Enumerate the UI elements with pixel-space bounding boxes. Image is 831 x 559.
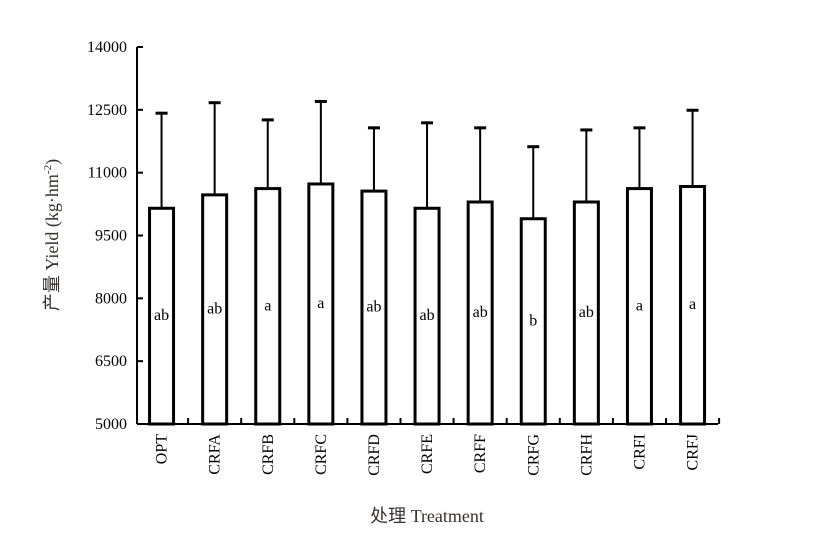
y-axis-title-superscript: -2 bbox=[42, 165, 54, 174]
significance-letter: ab bbox=[366, 299, 381, 316]
y-tick-label: 9500 bbox=[95, 228, 127, 245]
y-axis-title-close: ) bbox=[42, 159, 63, 165]
y-tick-label: 5000 bbox=[95, 416, 127, 433]
bar-crff bbox=[466, 200, 494, 426]
significance-letter: a bbox=[636, 297, 643, 314]
bar-crfc bbox=[307, 182, 335, 426]
y-axis-title-main: 产量 Yield (kg·hm bbox=[42, 174, 63, 311]
x-tick-label: CRFC bbox=[313, 434, 330, 475]
x-tick-label: CRFI bbox=[631, 434, 648, 470]
x-tick-label: CRFB bbox=[260, 434, 277, 475]
x-tick-label: CRFD bbox=[366, 434, 383, 476]
significance-letter: ab bbox=[473, 304, 488, 321]
significance-letter: a bbox=[264, 297, 271, 314]
bar-crfj bbox=[679, 184, 707, 426]
x-tick-label: CRFG bbox=[525, 434, 542, 476]
significance-letter: ab bbox=[579, 304, 594, 321]
y-tick-label: 12500 bbox=[87, 102, 127, 119]
bar-crfh bbox=[572, 200, 600, 426]
y-tick-label: 11000 bbox=[88, 165, 127, 182]
bar-crfd bbox=[360, 189, 388, 426]
significance-letter: b bbox=[529, 312, 537, 329]
y-tick-label: 8000 bbox=[95, 290, 127, 307]
y-tick-label: 14000 bbox=[87, 39, 127, 56]
x-axis-title: 处理 Treatment bbox=[370, 506, 484, 526]
significance-letter: ab bbox=[154, 307, 169, 324]
significance-letter: a bbox=[317, 295, 324, 312]
significance-letter: ab bbox=[419, 307, 434, 324]
bar-crfb bbox=[254, 187, 282, 426]
x-tick-label: CRFF bbox=[472, 434, 489, 473]
plot-area: ab ab a a ab ab ab b ab a a bbox=[148, 99, 707, 426]
significance-letter: ab bbox=[207, 300, 222, 317]
x-tick-label: CRFJ bbox=[685, 434, 702, 470]
x-tick-label: CRFH bbox=[578, 434, 595, 476]
y-tick-label: 6500 bbox=[95, 353, 127, 370]
significance-letter: a bbox=[689, 296, 696, 313]
y-axis-title: 产量 Yield (kg·hm-2) bbox=[42, 159, 63, 311]
x-tick-label: CRFE bbox=[419, 434, 436, 474]
x-tick-label: CRFA bbox=[207, 434, 224, 475]
x-tick-label: OPT bbox=[154, 434, 171, 464]
axes: 5000 6500 8000 9500 11000 12500 14000 OPT CRFA CR… bbox=[87, 39, 721, 476]
